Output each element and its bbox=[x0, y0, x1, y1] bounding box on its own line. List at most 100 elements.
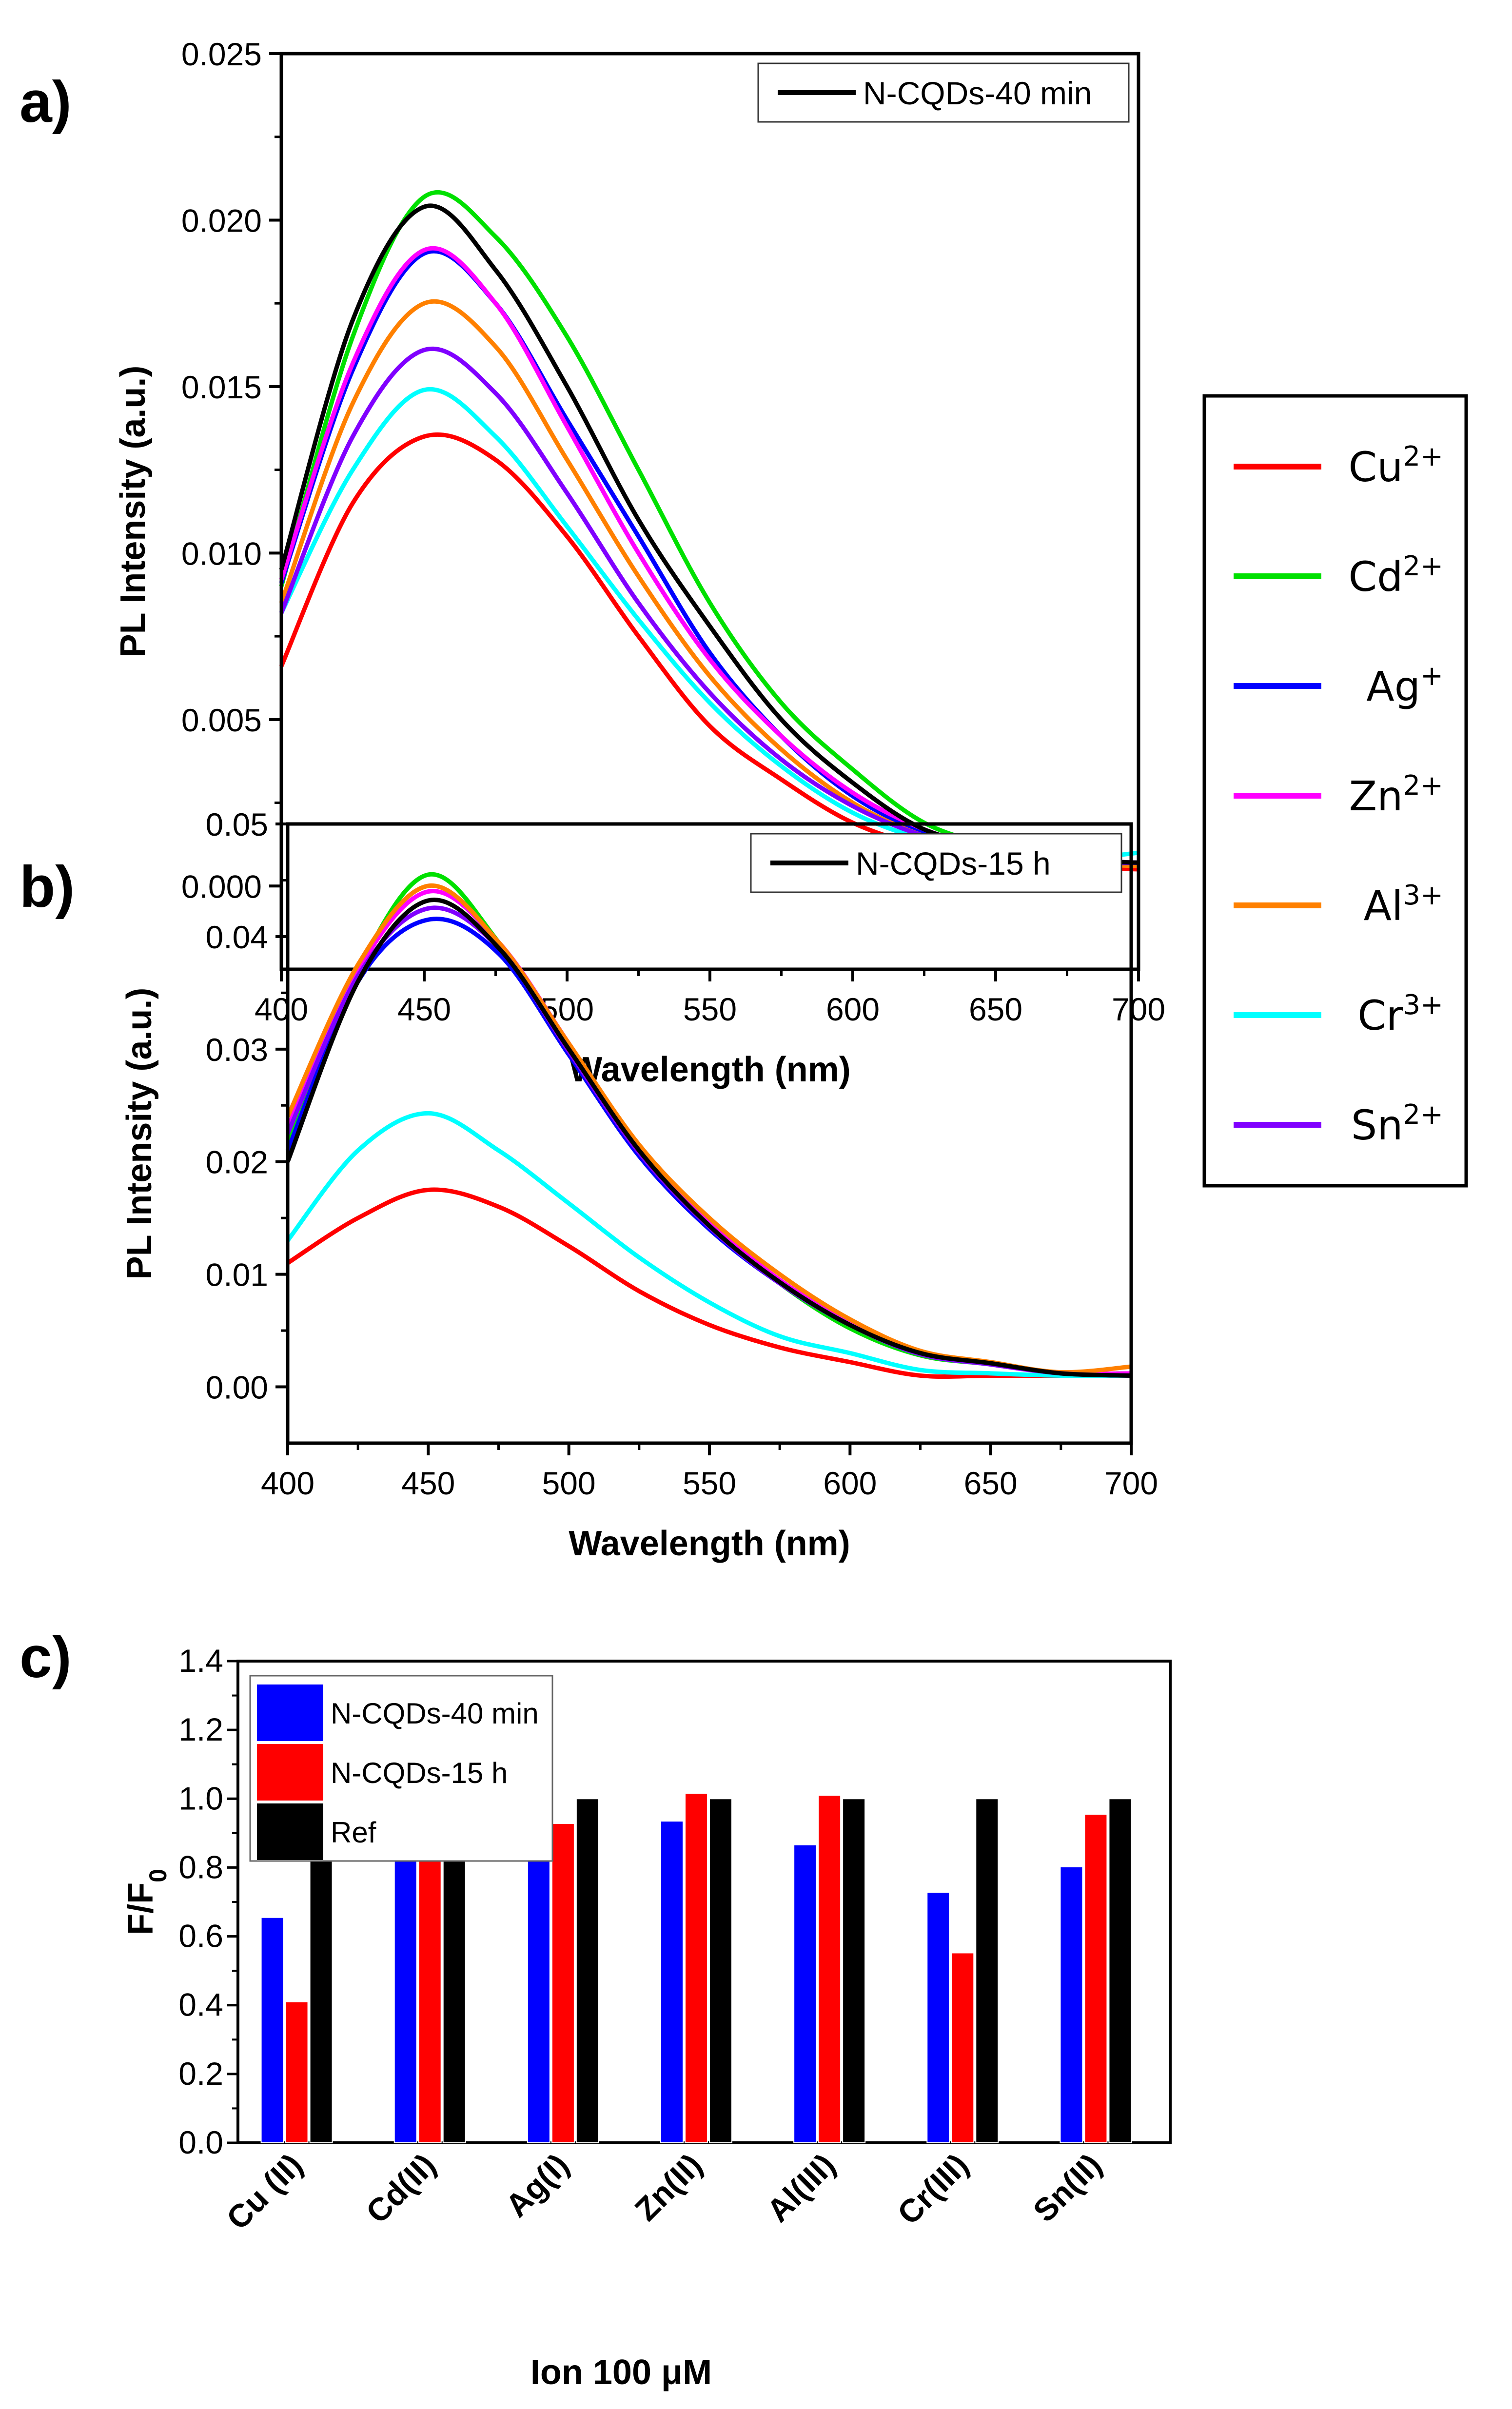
series-line-cd2 bbox=[279, 190, 1139, 865]
panel-label-a: a) bbox=[20, 69, 72, 135]
bar-ref bbox=[975, 1798, 999, 2143]
x-tick-label: 450 bbox=[397, 991, 451, 1027]
y-tick-label: 0.04 bbox=[206, 919, 268, 955]
bar-ncqds15h bbox=[285, 2001, 309, 2144]
bar-ncqds40min bbox=[1060, 1866, 1083, 2143]
legend-c: N-CQDs-40 min N-CQDs-15 h Ref bbox=[249, 1675, 553, 1862]
ion-color-legend: Cu2+Cd2+Ag+Zn2+Al3+Cr3+Sn2+ bbox=[1202, 394, 1468, 1188]
plot-frame bbox=[279, 52, 1140, 971]
y-tick-label: 1.0 bbox=[178, 1780, 223, 1816]
series-line-ncqds15h bbox=[285, 898, 1132, 1378]
ion-charge: 2+ bbox=[1403, 441, 1443, 472]
y-axis-label: PL Intensity (a.u.) bbox=[114, 366, 153, 658]
y-axis-label-subscript: 0 bbox=[144, 1869, 172, 1882]
x-tick-label: 700 bbox=[1104, 1465, 1158, 1501]
plot-frame bbox=[286, 822, 1133, 1445]
ion-legend-label: Cd2+ bbox=[1348, 550, 1443, 601]
legend-label: N-CQDs-40 min bbox=[863, 75, 1092, 111]
legend-swatch bbox=[257, 1684, 323, 1741]
panel-label-c: c) bbox=[20, 1625, 72, 1690]
legend-swatch bbox=[257, 1744, 323, 1801]
x-tick-label: 550 bbox=[683, 1465, 736, 1501]
ion-legend-label: Cr3+ bbox=[1357, 989, 1443, 1040]
legend-label: N-CQDs-40 min bbox=[331, 1697, 539, 1730]
ion-legend-label: Cu2+ bbox=[1349, 441, 1443, 491]
y-tick-label: 0.000 bbox=[181, 868, 262, 904]
bar-ncqds15h bbox=[1084, 1814, 1108, 2144]
y-tick-label: 0.0 bbox=[178, 2124, 223, 2160]
chart-c-bar-ratio: Cu (II) Cd(II) Ag(I) Zn(II) Al(III) Cr(III) Sn… bbox=[121, 1643, 1172, 2392]
y-tick-label: 0.05 bbox=[206, 806, 268, 842]
y-axis-label: PL Intensity (a.u.) bbox=[120, 988, 159, 1280]
y-tick-label: 0.005 bbox=[181, 702, 262, 738]
x-tick-label: Al(III) bbox=[760, 2147, 842, 2229]
ion-charge: 2+ bbox=[1403, 1099, 1443, 1131]
legend-a: N-CQDs-40 min bbox=[757, 62, 1130, 123]
series-line-al3 bbox=[285, 883, 1132, 1375]
y-tick-label: 0.010 bbox=[181, 535, 262, 571]
bar-ncqds15h bbox=[551, 1823, 575, 2143]
bar-ref bbox=[709, 1798, 732, 2143]
bar-ref bbox=[842, 1798, 866, 2143]
y-tick-label: 0.8 bbox=[178, 1849, 223, 1885]
y-tick-label: 1.2 bbox=[178, 1711, 223, 1747]
bar-ncqds15h bbox=[685, 1792, 708, 2144]
series-line-zn2 bbox=[279, 246, 1139, 865]
series-line-cu2 bbox=[286, 1187, 1131, 1379]
x-tick-label: 600 bbox=[826, 991, 880, 1027]
x-tick-label: 700 bbox=[1112, 991, 1165, 1027]
x-tick-label: Cu (II) bbox=[219, 2147, 310, 2237]
x-tick-label: 400 bbox=[261, 1465, 314, 1501]
series-line-cr3 bbox=[286, 1111, 1132, 1378]
bar-ref bbox=[1108, 1798, 1132, 2143]
x-tick-label: Ag(I) bbox=[498, 2147, 576, 2224]
series-line-al3 bbox=[279, 299, 1139, 868]
x-axis-label: Ion 100 μM bbox=[530, 2353, 712, 2392]
x-tick-label: 600 bbox=[823, 1465, 877, 1501]
x-tick-label: Cr(III) bbox=[890, 2147, 975, 2232]
ion-charge: 3+ bbox=[1403, 880, 1443, 911]
x-tick-label: 450 bbox=[401, 1465, 455, 1501]
series-line-ncqds40min bbox=[279, 203, 1139, 865]
y-tick-label: 0.4 bbox=[178, 1987, 223, 2023]
y-axis-label: F/F0 bbox=[121, 1869, 172, 1935]
y-tick-label: 1.4 bbox=[178, 1643, 223, 1679]
x-tick-label: Cd(II) bbox=[359, 2147, 443, 2231]
bar-ncqds40min bbox=[926, 1892, 950, 2143]
legend-label: N-CQDs-15 h bbox=[331, 1757, 508, 1789]
bar-ncqds15h bbox=[818, 1795, 842, 2143]
y-tick-label: 0.02 bbox=[206, 1144, 268, 1180]
ion-charge: + bbox=[1420, 660, 1443, 692]
y-tick-label: 0.01 bbox=[206, 1257, 268, 1293]
bar-ref bbox=[575, 1798, 599, 2143]
ion-charge: 2+ bbox=[1403, 770, 1443, 802]
series-line-ag bbox=[279, 249, 1139, 865]
y-tick-label: 0.00 bbox=[206, 1370, 268, 1406]
x-axis-label: Wavelength (nm) bbox=[569, 1050, 850, 1089]
y-tick-label: 0.2 bbox=[178, 2056, 223, 2092]
y-tick-label: 0.020 bbox=[181, 202, 262, 238]
x-tick-label: 650 bbox=[969, 991, 1022, 1027]
chart-a-pl-40min: 400 450 500 550 600 650 7000.0000.0050.0100.01… bbox=[114, 36, 1165, 1089]
ion-charge: 3+ bbox=[1403, 989, 1443, 1021]
ion-legend-box bbox=[1202, 394, 1468, 1188]
x-tick-label: Zn(II) bbox=[628, 2147, 709, 2228]
legend-swatch bbox=[257, 1803, 323, 1860]
x-axis-label: Wavelength (nm) bbox=[569, 1524, 850, 1563]
bar-ncqds40min bbox=[260, 1917, 284, 2143]
bar-ncqds40min bbox=[527, 1818, 550, 2143]
legend-b: N-CQDs-15 h bbox=[750, 833, 1122, 893]
bar-ncqds40min bbox=[793, 1844, 817, 2143]
x-tick-label: 550 bbox=[683, 991, 737, 1027]
legend-label: N-CQDs-15 h bbox=[856, 845, 1051, 881]
series-line-ag bbox=[285, 917, 1132, 1378]
x-tick-label: 400 bbox=[255, 991, 308, 1027]
ion-legend-label: Zn2+ bbox=[1349, 770, 1443, 821]
y-tick-label: 0.025 bbox=[181, 36, 262, 72]
bar-ncqds15h bbox=[951, 1952, 975, 2144]
legend-label: Ref bbox=[331, 1816, 376, 1849]
bar-ncqds40min bbox=[660, 1821, 684, 2144]
chart-b-pl-15h: 400 450 500 550 600 650 700 0.00 0.01 0.02 0.03 0.0… bbox=[120, 806, 1158, 1563]
y-tick-label: 0.6 bbox=[178, 1918, 223, 1954]
